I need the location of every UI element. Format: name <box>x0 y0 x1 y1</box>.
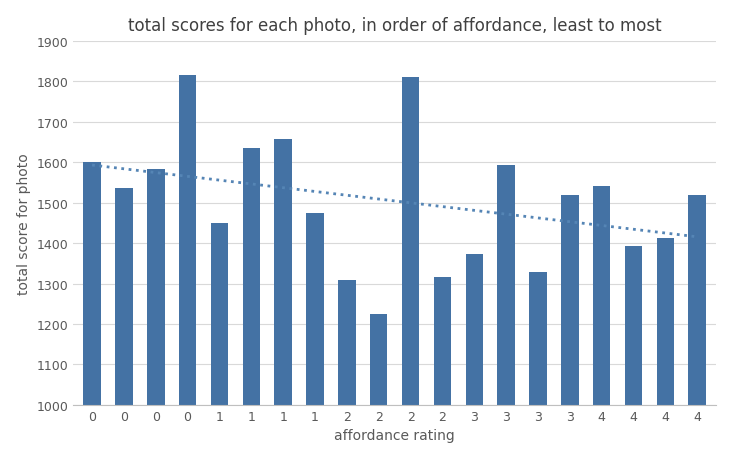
Y-axis label: total score for photo: total score for photo <box>17 153 31 294</box>
Bar <box>593 187 611 459</box>
Bar <box>625 247 642 459</box>
Bar <box>688 195 706 459</box>
Bar <box>434 278 452 459</box>
Bar <box>465 255 483 459</box>
Bar <box>306 213 324 459</box>
Bar <box>210 224 228 459</box>
Bar <box>243 149 260 459</box>
Bar <box>498 166 515 459</box>
Bar <box>657 238 674 459</box>
Title: total scores for each photo, in order of affordance, least to most: total scores for each photo, in order of… <box>128 17 661 34</box>
Bar <box>370 314 388 459</box>
Bar <box>147 170 164 459</box>
Bar <box>338 281 356 459</box>
Bar <box>561 196 578 459</box>
Bar <box>179 76 196 459</box>
Bar <box>529 273 547 459</box>
Bar <box>274 140 292 459</box>
Bar <box>402 78 419 459</box>
Bar <box>84 163 101 459</box>
Bar <box>115 189 133 459</box>
X-axis label: affordance rating: affordance rating <box>334 428 455 442</box>
